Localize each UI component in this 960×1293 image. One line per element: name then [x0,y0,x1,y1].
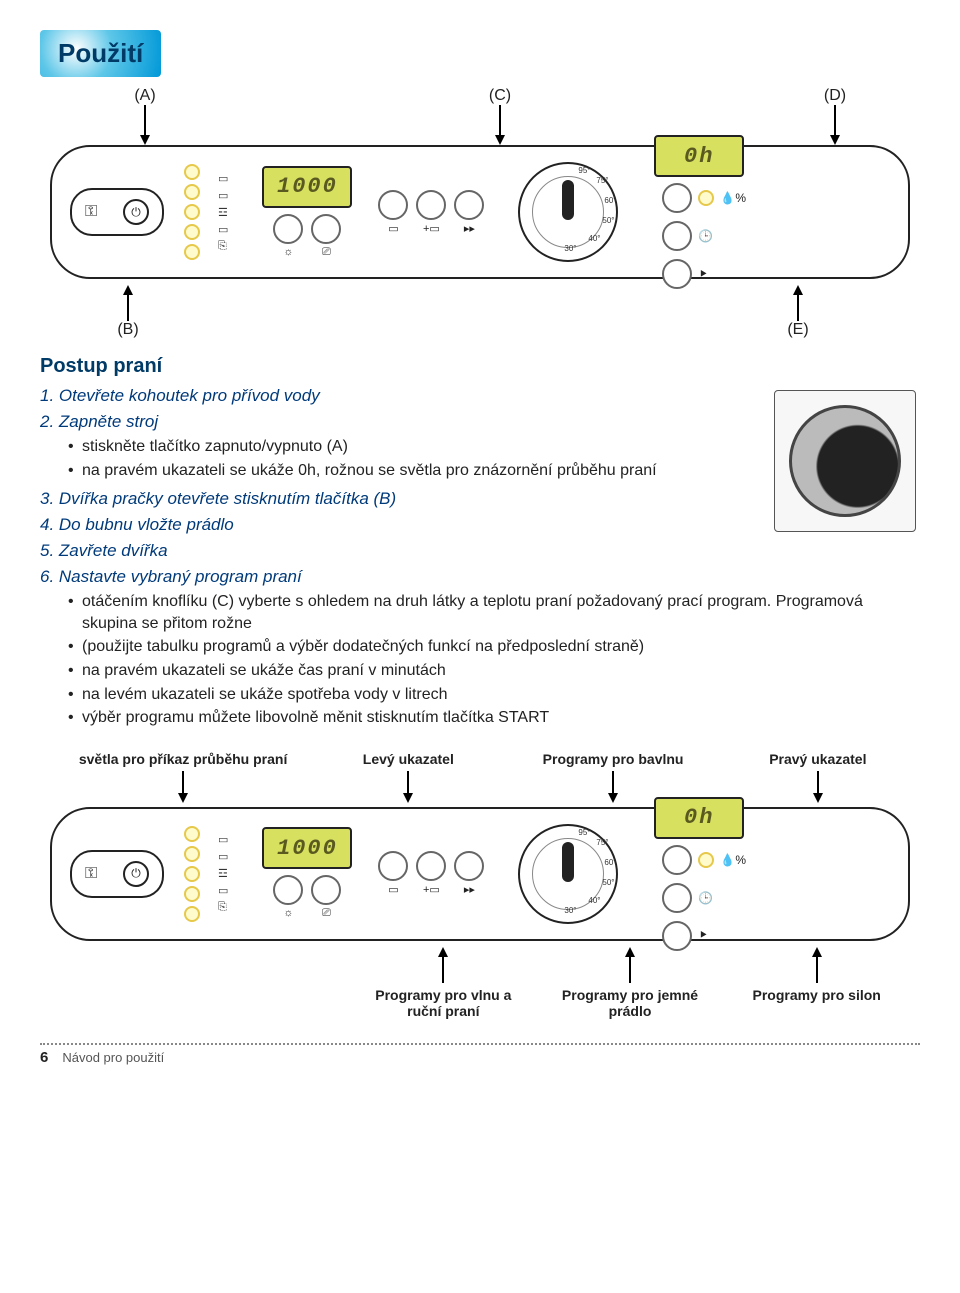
status-icons-col: ▭▭☲▭⎘ [218,172,228,253]
status-leds [184,164,200,260]
step-5: 5. Zavřete dvířka [40,541,920,561]
label-cotton-programs: Programy pro bavlnu [539,751,688,767]
status-leds-2 [184,826,200,922]
callout-c-label: (C) [470,87,530,105]
option-button-5b[interactable] [454,851,484,881]
page-number: 6 [40,1049,48,1066]
label-right-display: Pravý ukazatel [765,751,870,767]
option-button-4b[interactable] [416,851,446,881]
left-display: 1000 [262,166,352,208]
label-wool-hand: Programy pro vlnu a ruční praní [363,987,523,1019]
key-icon: ⚿ [85,203,97,221]
callout-b-label: (B) [98,321,158,339]
program-dial-2[interactable]: 95° 75° 60° 50° 40° 30° [518,824,618,924]
control-panel-top: ⚿ ⏻ ▭▭☲▭⎘ 1000 ☼ ⎚ ▭ +▭ ▸▸ 95° 75° 60° 5… [50,145,910,279]
step-6: 6. Nastavte vybraný program praní [40,567,920,587]
clock-icon-2: 🕒 [698,891,713,905]
door-open-button-group-2: ⚿ ⏻ [70,850,164,898]
option-button-4[interactable] [416,190,446,220]
page-title: Použití [40,30,161,77]
callout-d-label: (D) [800,87,870,105]
label-synthetic: Programy pro silon [737,987,897,1003]
key-icon-2: ⚿ [85,865,97,883]
option-button-1b[interactable] [273,875,303,905]
timer-button[interactable] [662,221,692,251]
label-lights: světla pro příkaz průběhu praní [75,751,292,767]
option-button-2b[interactable] [311,875,341,905]
step-6-bullets: otáčením knoflíku (C) vyberte s ohledem … [68,591,920,729]
option-button-2[interactable] [311,214,341,244]
program-dial[interactable]: 95° 75° 60° 50° 40° 30° [518,162,618,262]
option-button-3[interactable] [378,190,408,220]
power-button[interactable]: ⏻ [123,199,149,225]
callout-e-label: (E) [768,321,828,339]
page-footer: 6 Návod pro použití [40,1043,920,1066]
label-delicate: Programy pro jemné prádlo [560,987,700,1019]
power-button-2[interactable]: ⏻ [123,861,149,887]
status-icons-col-2: ▭▭☲▭⎘ [218,833,228,914]
left-display-2: 1000 [262,827,352,869]
option-button-5[interactable] [454,190,484,220]
option-buttons-row: ☼ ⎚ [273,214,341,259]
start-icon-2: ⯈ [698,928,708,943]
water-button[interactable] [662,183,692,213]
right-button-col: 💧% 🕒 ⯈ [662,183,746,289]
water-icon-2: 💧% [720,853,746,867]
option-button-1[interactable] [273,214,303,244]
right-display-2: 0h [654,797,744,839]
footer-caption: Návod pro použití [62,1050,164,1065]
water-icon: 💧% [720,191,746,205]
water-button-2[interactable] [662,845,692,875]
timer-button-2[interactable] [662,883,692,913]
right-display: 0h [654,135,744,177]
upper-labels-row: světla pro příkaz průběhu praní Levý uka… [50,751,910,803]
control-panel-bottom: ⚿ ⏻ ▭▭☲▭⎘ 1000 ☼ ⎚ ▭ +▭ ▸▸ 95° 75° 60° 5… [50,807,910,941]
door-open-button-group: ⚿ ⏻ [70,188,164,236]
start-button[interactable] [662,259,692,289]
start-button-2[interactable] [662,921,692,951]
steps-heading: Postup praní [40,355,920,378]
label-left-display: Levý ukazatel [359,751,458,767]
clock-icon: 🕒 [698,229,713,243]
start-icon: ⯈ [698,267,708,282]
option-button-3b[interactable] [378,851,408,881]
callout-a-label: (A) [90,87,200,105]
